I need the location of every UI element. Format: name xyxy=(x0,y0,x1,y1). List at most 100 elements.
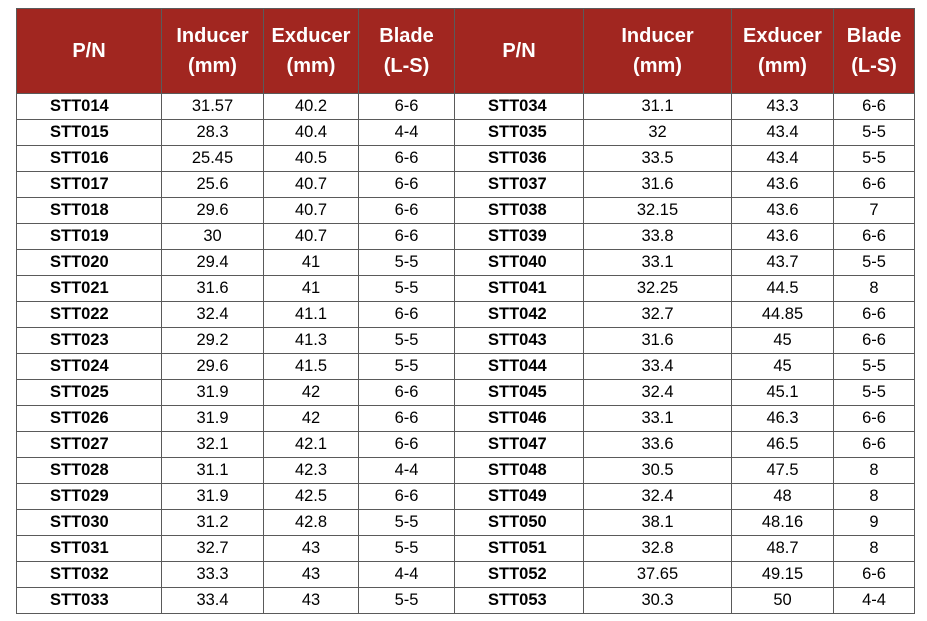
cell-right-inducer: 32.4 xyxy=(583,483,732,510)
cell-right-blade: 6-6 xyxy=(833,301,915,328)
header-inducer-left: Inducer (mm) xyxy=(161,8,264,94)
table-row: STT032 33.3 43 4-4 STT052 37.65 49.15 6-6 xyxy=(16,561,915,588)
header-pn-right: P/N xyxy=(454,8,584,94)
cell-left-exducer: 43 xyxy=(263,587,359,614)
cell-left-blade: 6-6 xyxy=(358,405,455,432)
table-row: STT017 25.6 40.7 6-6 STT037 31.6 43.6 6-6 xyxy=(16,171,915,198)
table-row: STT025 31.9 42 6-6 STT045 32.4 45.1 5-5 xyxy=(16,379,915,406)
cell-right-exducer: 44.5 xyxy=(731,275,834,302)
table-row: STT019 30 40.7 6-6 STT039 33.8 43.6 6-6 xyxy=(16,223,915,250)
table-row: STT033 33.4 43 5-5 STT053 30.3 50 4-4 xyxy=(16,587,915,614)
cell-right-inducer: 33.6 xyxy=(583,431,732,458)
cell-left-pn: STT024 xyxy=(16,353,162,380)
cell-left-exducer: 43 xyxy=(263,561,359,588)
cell-right-exducer: 45 xyxy=(731,327,834,354)
cell-left-inducer: 33.3 xyxy=(161,561,264,588)
header-inducer-right: Inducer (mm) xyxy=(583,8,732,94)
cell-left-exducer: 40.7 xyxy=(263,223,359,250)
cell-left-blade: 5-5 xyxy=(358,353,455,380)
cell-right-pn: STT041 xyxy=(454,275,584,302)
cell-right-pn: STT053 xyxy=(454,587,584,614)
cell-left-pn: STT018 xyxy=(16,197,162,224)
cell-left-exducer: 42.3 xyxy=(263,457,359,484)
cell-left-pn: STT015 xyxy=(16,119,162,146)
cell-right-pn: STT048 xyxy=(454,457,584,484)
cell-right-pn: STT034 xyxy=(454,93,584,120)
cell-right-inducer: 32 xyxy=(583,119,732,146)
header-blade-right: Blade (L-S) xyxy=(833,8,915,94)
header-exducer-right: Exducer (mm) xyxy=(731,8,834,94)
cell-right-blade: 8 xyxy=(833,483,915,510)
cell-left-pn: STT028 xyxy=(16,457,162,484)
cell-right-blade: 5-5 xyxy=(833,379,915,406)
cell-left-exducer: 40.7 xyxy=(263,197,359,224)
cell-left-blade: 4-4 xyxy=(358,457,455,484)
cell-right-pn: STT044 xyxy=(454,353,584,380)
cell-right-exducer: 48.16 xyxy=(731,509,834,536)
turbine-spec-table: P/N Inducer (mm) Exducer (mm) Blade (L-S) P… xyxy=(16,8,915,614)
cell-left-exducer: 43 xyxy=(263,535,359,562)
cell-left-blade: 4-4 xyxy=(358,561,455,588)
cell-right-blade: 7 xyxy=(833,197,915,224)
cell-left-blade: 5-5 xyxy=(358,587,455,614)
cell-left-exducer: 41.3 xyxy=(263,327,359,354)
header-blade-left: Blade (L-S) xyxy=(358,8,455,94)
table-row: STT023 29.2 41.3 5-5 STT043 31.6 45 6-6 xyxy=(16,327,915,354)
cell-right-blade: 4-4 xyxy=(833,587,915,614)
cell-left-blade: 5-5 xyxy=(358,509,455,536)
cell-right-blade: 8 xyxy=(833,535,915,562)
cell-right-exducer: 45.1 xyxy=(731,379,834,406)
cell-left-exducer: 41.5 xyxy=(263,353,359,380)
cell-left-blade: 5-5 xyxy=(358,327,455,354)
cell-right-inducer: 32.25 xyxy=(583,275,732,302)
cell-right-exducer: 43.4 xyxy=(731,145,834,172)
cell-right-exducer: 49.15 xyxy=(731,561,834,588)
cell-left-inducer: 31.6 xyxy=(161,275,264,302)
header-exducer-left: Exducer (mm) xyxy=(263,8,359,94)
cell-left-inducer: 30 xyxy=(161,223,264,250)
cell-left-inducer: 29.6 xyxy=(161,353,264,380)
cell-right-exducer: 50 xyxy=(731,587,834,614)
cell-right-exducer: 47.5 xyxy=(731,457,834,484)
cell-right-inducer: 32.7 xyxy=(583,301,732,328)
cell-left-inducer: 31.9 xyxy=(161,483,264,510)
cell-right-pn: STT040 xyxy=(454,249,584,276)
cell-right-pn: STT046 xyxy=(454,405,584,432)
cell-right-inducer: 33.4 xyxy=(583,353,732,380)
cell-left-pn: STT014 xyxy=(16,93,162,120)
cell-left-pn: STT017 xyxy=(16,171,162,198)
cell-left-blade: 6-6 xyxy=(358,379,455,406)
cell-left-exducer: 41.1 xyxy=(263,301,359,328)
cell-left-exducer: 41 xyxy=(263,249,359,276)
table-row: STT015 28.3 40.4 4-4 STT035 32 43.4 5-5 xyxy=(16,119,915,146)
cell-right-inducer: 33.1 xyxy=(583,249,732,276)
table-row: STT022 32.4 41.1 6-6 STT042 32.7 44.85 6-6 xyxy=(16,301,915,328)
cell-left-exducer: 40.7 xyxy=(263,171,359,198)
cell-right-pn: STT042 xyxy=(454,301,584,328)
cell-right-exducer: 48 xyxy=(731,483,834,510)
cell-left-pn: STT026 xyxy=(16,405,162,432)
cell-right-exducer: 46.5 xyxy=(731,431,834,458)
cell-right-pn: STT051 xyxy=(454,535,584,562)
cell-right-inducer: 30.3 xyxy=(583,587,732,614)
cell-right-blade: 5-5 xyxy=(833,119,915,146)
cell-right-inducer: 33.1 xyxy=(583,405,732,432)
cell-left-pn: STT016 xyxy=(16,145,162,172)
cell-right-inducer: 32.4 xyxy=(583,379,732,406)
cell-right-blade: 5-5 xyxy=(833,353,915,380)
cell-right-exducer: 45 xyxy=(731,353,834,380)
cell-right-inducer: 31.1 xyxy=(583,93,732,120)
cell-right-inducer: 30.5 xyxy=(583,457,732,484)
cell-left-exducer: 42 xyxy=(263,405,359,432)
cell-left-inducer: 32.7 xyxy=(161,535,264,562)
cell-left-inducer: 32.4 xyxy=(161,301,264,328)
cell-right-inducer: 32.15 xyxy=(583,197,732,224)
cell-left-pn: STT032 xyxy=(16,561,162,588)
cell-left-pn: STT027 xyxy=(16,431,162,458)
cell-right-pn: STT035 xyxy=(454,119,584,146)
cell-right-blade: 6-6 xyxy=(833,327,915,354)
cell-left-pn: STT023 xyxy=(16,327,162,354)
cell-left-blade: 6-6 xyxy=(358,223,455,250)
cell-left-pn: STT029 xyxy=(16,483,162,510)
table-body: STT014 31.57 40.2 6-6 STT034 31.1 43.3 6-6 STT01… xyxy=(16,93,915,614)
